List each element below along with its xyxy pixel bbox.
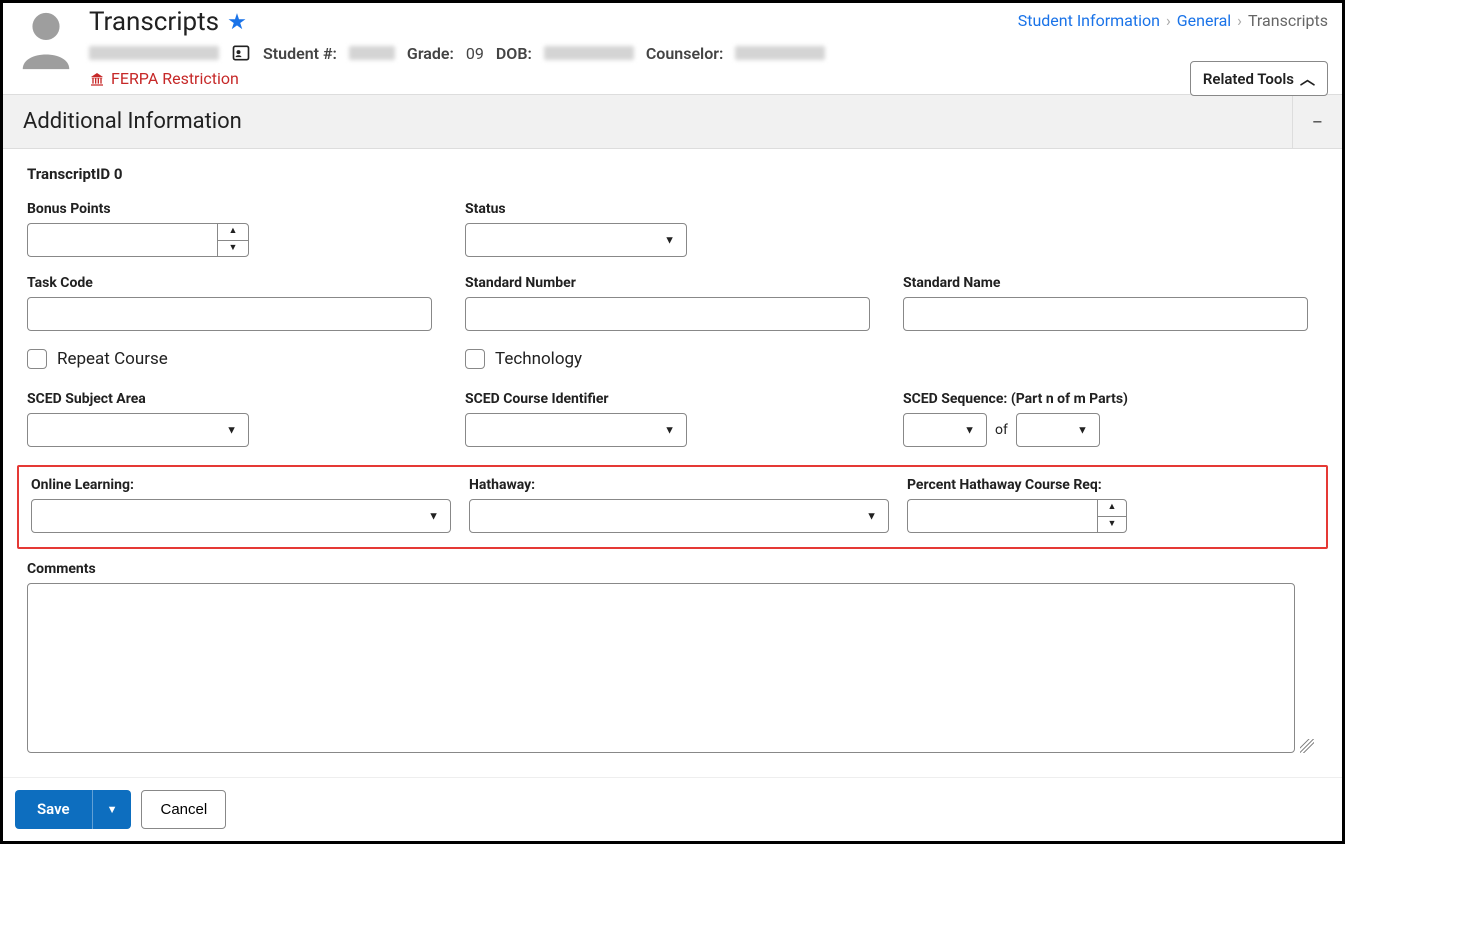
student-meta: Student #: Grade: 09 DOB: Counselor: bbox=[89, 43, 1330, 63]
counselor-label: Counselor: bbox=[646, 44, 724, 63]
status-field: Status ▼ bbox=[465, 201, 885, 257]
avatar bbox=[15, 9, 77, 71]
comments-textarea[interactable] bbox=[27, 583, 1295, 753]
student-number-label: Student #: bbox=[263, 44, 337, 63]
ferpa-label: FERPA Restriction bbox=[111, 69, 239, 88]
save-dropdown-icon[interactable]: ▼ bbox=[92, 790, 132, 829]
checkbox-icon bbox=[465, 349, 485, 369]
technology-label: Technology bbox=[495, 349, 582, 369]
sced-subject-area-label: SCED Subject Area bbox=[27, 391, 447, 407]
breadcrumb: Student Information › General › Transcri… bbox=[1018, 11, 1328, 30]
spinner-up-icon[interactable]: ▲ bbox=[218, 224, 248, 241]
online-learning-select[interactable] bbox=[31, 499, 451, 533]
highlighted-region: Online Learning: ▼ Hathaway: ▼ Percent H… bbox=[17, 465, 1328, 549]
standard-number-field: Standard Number bbox=[465, 275, 885, 331]
breadcrumb-general[interactable]: General bbox=[1177, 11, 1231, 30]
hathaway-field: Hathaway: ▼ bbox=[469, 477, 889, 533]
breadcrumb-separator: › bbox=[1166, 11, 1171, 30]
sced-sequence-label: SCED Sequence: (Part n of m Parts) bbox=[903, 391, 1323, 407]
bonus-points-input[interactable] bbox=[27, 223, 217, 257]
task-code-field: Task Code bbox=[27, 275, 447, 331]
collapse-button[interactable]: − bbox=[1292, 95, 1342, 148]
hathaway-select[interactable] bbox=[469, 499, 889, 533]
status-select[interactable] bbox=[465, 223, 687, 257]
percent-hathaway-label: Percent Hathaway Course Req: bbox=[907, 477, 1137, 493]
page-title: Transcripts bbox=[89, 7, 219, 37]
percent-hathaway-input[interactable] bbox=[907, 499, 1097, 533]
checkbox-icon bbox=[27, 349, 47, 369]
sced-subject-area-field: SCED Subject Area ▼ bbox=[27, 391, 447, 447]
standard-name-label: Standard Name bbox=[903, 275, 1323, 291]
standard-name-field: Standard Name bbox=[903, 275, 1323, 331]
online-learning-field: Online Learning: ▼ bbox=[31, 477, 451, 533]
footer-bar: Save ▼ Cancel bbox=[3, 777, 1342, 841]
ferpa-icon bbox=[89, 71, 105, 87]
cancel-button[interactable]: Cancel bbox=[141, 790, 226, 829]
status-label: Status bbox=[465, 201, 885, 217]
grade-value: 09 bbox=[466, 44, 484, 63]
sced-subject-area-select[interactable] bbox=[27, 413, 249, 447]
sced-course-identifier-select[interactable] bbox=[465, 413, 687, 447]
id-card-icon[interactable] bbox=[231, 43, 251, 63]
spinner-down-icon[interactable]: ▼ bbox=[218, 241, 248, 257]
chevron-up-icon: ︿ bbox=[1300, 68, 1315, 89]
sced-sequence-field: SCED Sequence: (Part n of m Parts) ▼ of … bbox=[903, 391, 1323, 447]
standard-name-input[interactable] bbox=[903, 297, 1308, 331]
bonus-points-spinner[interactable]: ▲ ▼ bbox=[217, 223, 249, 257]
section-header: Additional Information − bbox=[3, 94, 1342, 149]
counselor-redacted bbox=[735, 46, 825, 60]
standard-number-input[interactable] bbox=[465, 297, 870, 331]
grade-label: Grade: bbox=[407, 44, 454, 63]
spinner-up-icon[interactable]: ▲ bbox=[1098, 500, 1126, 517]
save-button-label: Save bbox=[15, 790, 92, 829]
sced-sequence-m-select[interactable] bbox=[1016, 413, 1100, 447]
student-number-redacted bbox=[349, 46, 395, 60]
sced-course-identifier-field: SCED Course Identifier ▼ bbox=[465, 391, 885, 447]
student-name-redacted bbox=[89, 46, 219, 60]
page-header: Transcripts ★ Student #: Grade: 09 DOB: … bbox=[3, 3, 1342, 90]
favorite-star-icon[interactable]: ★ bbox=[227, 10, 247, 35]
online-learning-label: Online Learning: bbox=[31, 477, 451, 493]
breadcrumb-separator: › bbox=[1237, 11, 1242, 30]
comments-field: Comments bbox=[27, 561, 1318, 757]
hathaway-label: Hathaway: bbox=[469, 477, 889, 493]
sced-of-label: of bbox=[995, 422, 1008, 438]
related-tools-button[interactable]: Related Tools ︿ bbox=[1190, 61, 1328, 96]
comments-label: Comments bbox=[27, 561, 1318, 577]
dob-redacted bbox=[544, 46, 634, 60]
section-title: Additional Information bbox=[23, 109, 242, 134]
bonus-points-field: Bonus Points ▲ ▼ bbox=[27, 201, 447, 257]
standard-number-label: Standard Number bbox=[465, 275, 885, 291]
spinner-down-icon[interactable]: ▼ bbox=[1098, 517, 1126, 533]
task-code-input[interactable] bbox=[27, 297, 432, 331]
percent-hathaway-spinner[interactable]: ▲ ▼ bbox=[1097, 499, 1127, 533]
save-button[interactable]: Save ▼ bbox=[15, 790, 131, 829]
percent-hathaway-field: Percent Hathaway Course Req: ▲ ▼ bbox=[907, 477, 1137, 533]
task-code-label: Task Code bbox=[27, 275, 447, 291]
form-body: TranscriptID 0 Bonus Points ▲ ▼ Status ▼ bbox=[3, 149, 1342, 777]
breadcrumb-student-information[interactable]: Student Information bbox=[1018, 11, 1160, 30]
breadcrumb-transcripts: Transcripts bbox=[1248, 11, 1328, 30]
related-tools-label: Related Tools bbox=[1203, 70, 1294, 88]
repeat-course-checkbox[interactable]: Repeat Course bbox=[27, 349, 447, 369]
repeat-course-label: Repeat Course bbox=[57, 349, 168, 369]
ferpa-restriction: FERPA Restriction bbox=[89, 69, 1330, 88]
sced-course-identifier-label: SCED Course Identifier bbox=[465, 391, 885, 407]
sced-sequence-n-select[interactable] bbox=[903, 413, 987, 447]
dob-label: DOB: bbox=[496, 44, 532, 63]
transcript-id: TranscriptID 0 bbox=[27, 165, 1318, 183]
app-frame: Transcripts ★ Student #: Grade: 09 DOB: … bbox=[0, 0, 1345, 844]
technology-checkbox[interactable]: Technology bbox=[465, 349, 885, 369]
bonus-points-label: Bonus Points bbox=[27, 201, 447, 217]
